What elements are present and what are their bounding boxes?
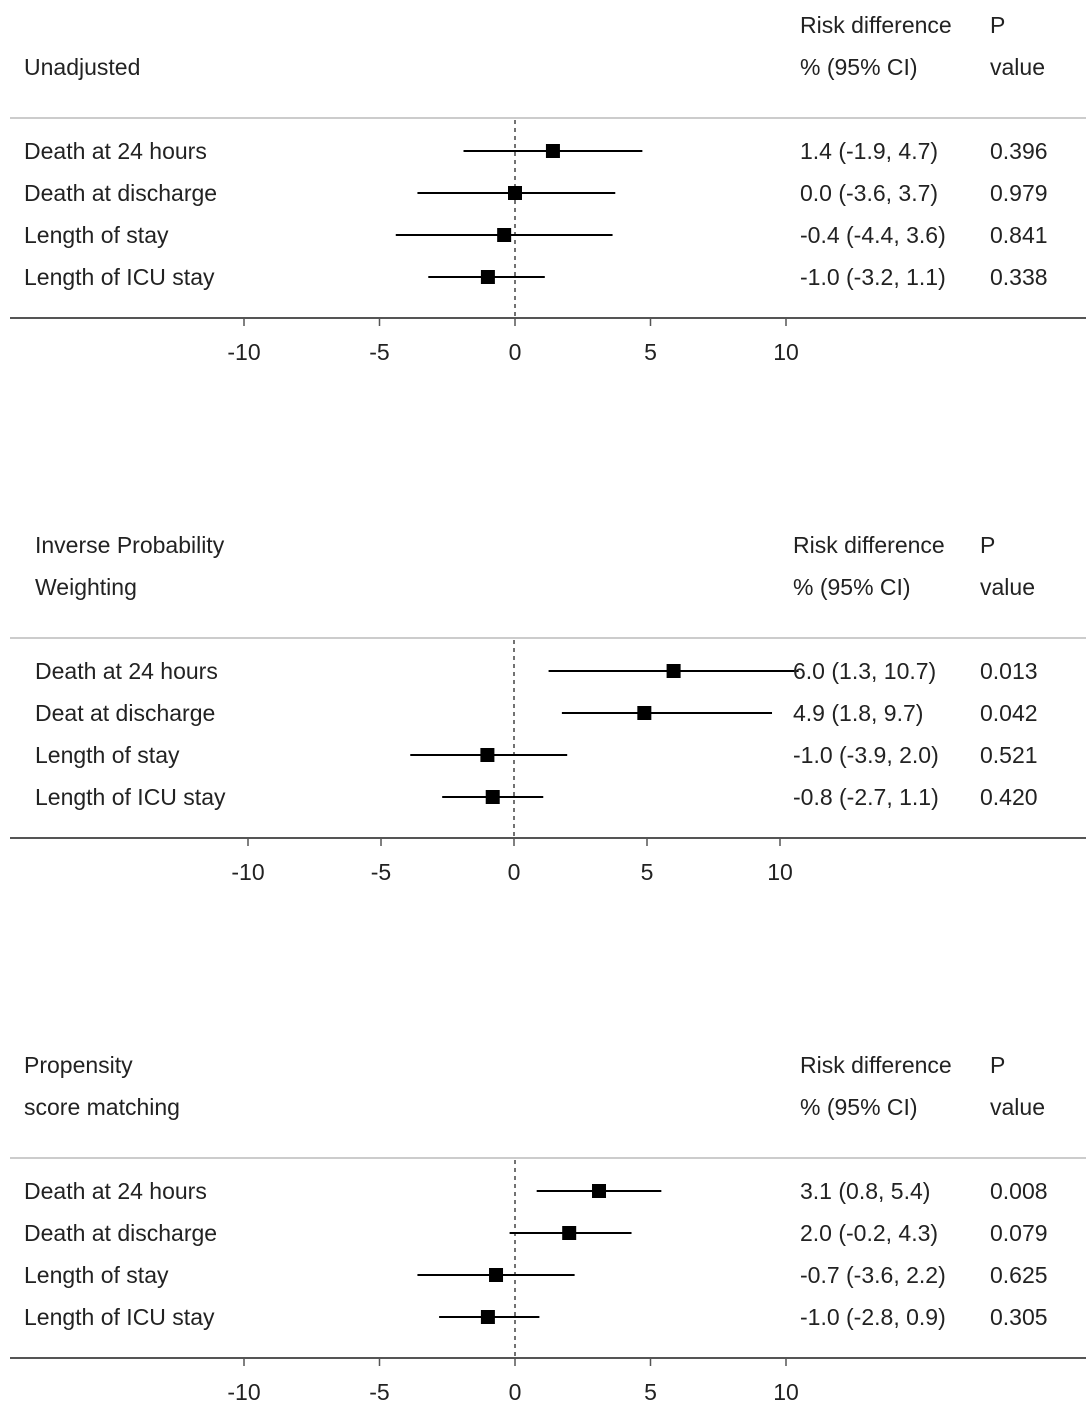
forest-row: Deat at discharge 4.9 (1.8, 9.7) 0.042 xyxy=(35,700,1038,726)
estimate-ci-value: 3.1 (0.8, 5.4) xyxy=(800,1178,930,1204)
p-header-line-2: value xyxy=(990,54,1045,80)
row-label: Length of stay xyxy=(35,742,180,768)
forest-row: Death at discharge 2.0 (-0.2, 4.3) 0.079 xyxy=(24,1220,1048,1246)
p-header-line-1: P xyxy=(980,532,995,558)
forest-row: Length of ICU stay -1.0 (-3.2, 1.1) 0.338 xyxy=(24,264,1048,290)
point-estimate-marker xyxy=(562,1226,577,1240)
forest-row: Length of ICU stay -1.0 (-2.8, 0.9) 0.305 xyxy=(24,1304,1048,1330)
forest-panel-2: Inverse Probability Weighting Risk differe… xyxy=(10,532,1086,885)
p-value: 0.338 xyxy=(990,264,1048,290)
point-estimate-marker xyxy=(666,664,681,678)
x-tick-label: 10 xyxy=(767,859,793,885)
panel-title-line-1: Unadjusted xyxy=(24,54,140,80)
p-header-line-2: value xyxy=(980,574,1035,600)
p-header-line-2: value xyxy=(990,1094,1045,1120)
x-tick-label: -5 xyxy=(369,339,389,365)
p-value: 0.420 xyxy=(980,784,1038,810)
row-label: Length of stay xyxy=(24,1262,169,1288)
point-estimate-marker xyxy=(480,748,495,762)
x-tick-label: -10 xyxy=(227,1379,260,1405)
forest-row: Length of ICU stay -0.8 (-2.7, 1.1) 0.420 xyxy=(35,784,1038,810)
forest-row: Death at 24 hours 6.0 (1.3, 10.7) 0.013 xyxy=(35,658,1038,684)
x-tick-label: 5 xyxy=(641,859,654,885)
estimate-ci-value: -0.4 (-4.4, 3.6) xyxy=(800,222,946,248)
forest-panel-3: Propensity score matching Risk difference%… xyxy=(10,1052,1086,1405)
x-tick-label: -5 xyxy=(369,1379,389,1405)
row-label: Length of ICU stay xyxy=(35,784,226,810)
panel-title-line-2: Weighting xyxy=(35,574,137,600)
point-estimate-marker xyxy=(485,790,500,804)
estimate-ci-value: -0.8 (-2.7, 1.1) xyxy=(793,784,939,810)
p-value: 0.305 xyxy=(990,1304,1048,1330)
panel-title-line-1: Propensity xyxy=(24,1052,133,1078)
forest-row: Death at 24 hours 3.1 (0.8, 5.4) 0.008 xyxy=(24,1178,1048,1204)
estimate-ci-value: -1.0 (-3.9, 2.0) xyxy=(793,742,939,768)
estimate-ci-value: 6.0 (1.3, 10.7) xyxy=(793,658,936,684)
estimate-header-line-2: % (95% CI) xyxy=(800,54,918,80)
point-estimate-marker xyxy=(497,228,512,242)
p-header-line-1: P xyxy=(990,1052,1005,1078)
forest-panel-1: Unadjusted Risk difference % (95% CI) Pvalu… xyxy=(10,12,1086,365)
x-tick-label: 10 xyxy=(773,339,799,365)
estimate-header-line-2: % (95% CI) xyxy=(793,574,911,600)
p-value: 0.008 xyxy=(990,1178,1048,1204)
forest-row: Length of stay -0.7 (-3.6, 2.2) 0.625 xyxy=(24,1262,1048,1288)
forest-row: Length of stay -1.0 (-3.9, 2.0) 0.521 xyxy=(35,742,1038,768)
x-tick-label: -5 xyxy=(371,859,391,885)
point-estimate-marker xyxy=(508,186,522,200)
x-tick-label: 0 xyxy=(509,1379,522,1405)
estimate-ci-value: 1.4 (-1.9, 4.7) xyxy=(800,138,938,164)
estimate-ci-value: 4.9 (1.8, 9.7) xyxy=(793,700,923,726)
row-label: Deat at discharge xyxy=(35,700,215,726)
estimate-header-line-1: Risk difference xyxy=(793,532,945,558)
estimate-header-line-1: Risk difference xyxy=(800,12,952,38)
x-tick-label: -10 xyxy=(227,339,260,365)
point-estimate-marker xyxy=(480,1310,495,1324)
x-tick-label: 0 xyxy=(508,859,521,885)
panel-title-line-2: score matching xyxy=(24,1094,180,1120)
point-estimate-marker xyxy=(637,706,652,720)
estimate-ci-value: -1.0 (-3.2, 1.1) xyxy=(800,264,946,290)
estimate-ci-value: -1.0 (-2.8, 0.9) xyxy=(800,1304,946,1330)
x-tick-label: 5 xyxy=(644,1379,657,1405)
estimate-header-line-1: Risk difference xyxy=(800,1052,952,1078)
row-label: Length of ICU stay xyxy=(24,1304,215,1330)
p-value: 0.979 xyxy=(990,180,1048,206)
point-estimate-marker xyxy=(592,1184,607,1198)
x-tick-label: 10 xyxy=(773,1379,799,1405)
forest-row: Death at 24 hours 1.4 (-1.9, 4.7) 0.396 xyxy=(24,138,1048,164)
row-label: Death at 24 hours xyxy=(24,138,207,164)
x-tick-label: 0 xyxy=(509,339,522,365)
estimate-ci-value: 2.0 (-0.2, 4.3) xyxy=(800,1220,938,1246)
row-label: Death at discharge xyxy=(24,180,217,206)
p-value: 0.841 xyxy=(990,222,1048,248)
x-tick-label: 5 xyxy=(644,339,657,365)
row-label: Length of ICU stay xyxy=(24,264,215,290)
estimate-ci-value: 0.0 (-3.6, 3.7) xyxy=(800,180,938,206)
p-value: 0.042 xyxy=(980,700,1038,726)
p-value: 0.625 xyxy=(990,1262,1048,1288)
p-value: 0.521 xyxy=(980,742,1038,768)
p-value: 0.013 xyxy=(980,658,1038,684)
row-label: Death at 24 hours xyxy=(35,658,218,684)
point-estimate-marker xyxy=(545,144,560,158)
estimate-header-line-2: % (95% CI) xyxy=(800,1094,918,1120)
panel-title-line-1: Inverse Probability xyxy=(35,532,225,558)
point-estimate-marker xyxy=(480,270,495,284)
point-estimate-marker xyxy=(489,1268,504,1282)
row-label: Death at 24 hours xyxy=(24,1178,207,1204)
p-header-line-1: P xyxy=(990,12,1005,38)
row-label: Death at discharge xyxy=(24,1220,217,1246)
forest-row: Length of stay -0.4 (-4.4, 3.6) 0.841 xyxy=(24,222,1048,248)
x-tick-label: -10 xyxy=(231,859,264,885)
row-label: Length of stay xyxy=(24,222,169,248)
p-value: 0.396 xyxy=(990,138,1048,164)
estimate-ci-value: -0.7 (-3.6, 2.2) xyxy=(800,1262,946,1288)
p-value: 0.079 xyxy=(990,1220,1048,1246)
forest-row: Death at discharge 0.0 (-3.6, 3.7) 0.979 xyxy=(24,180,1048,206)
